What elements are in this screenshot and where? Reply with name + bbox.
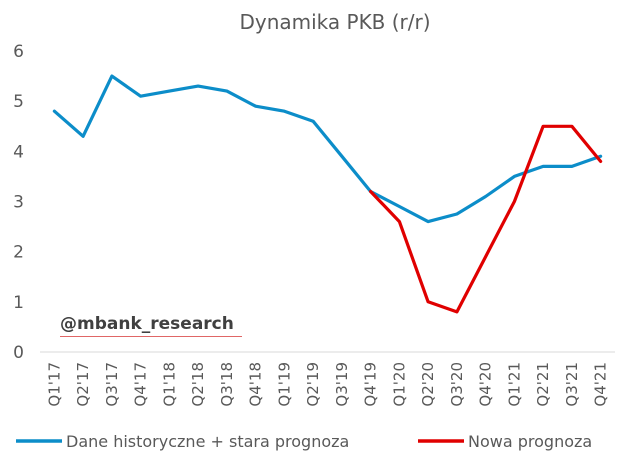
x-tick-label: Q2'18 bbox=[189, 362, 207, 407]
x-tick-label: Q3'18 bbox=[218, 362, 236, 407]
x-tick-label: Q4'17 bbox=[132, 362, 150, 407]
y-tick-label: 2 bbox=[13, 243, 24, 263]
x-tick-label: Q1'19 bbox=[275, 362, 293, 407]
x-tick-label: Q1'18 bbox=[160, 362, 178, 407]
x-tick-label: Q3'19 bbox=[333, 362, 351, 407]
x-tick-label: Q2'19 bbox=[304, 362, 322, 407]
y-tick-label: 5 bbox=[13, 92, 24, 112]
y-tick-label: 6 bbox=[13, 42, 24, 62]
x-tick-label: Q3'20 bbox=[448, 362, 466, 407]
legend-label: Nowa prognoza bbox=[468, 432, 592, 451]
series-layer bbox=[52, 74, 603, 314]
legend-label: Dane historyczne + stara prognoza bbox=[66, 432, 349, 451]
y-tick-label: 1 bbox=[13, 293, 24, 313]
watermark-underline bbox=[60, 336, 242, 337]
series-line-1 bbox=[52, 74, 603, 224]
watermark-text: @mbank_research bbox=[60, 314, 234, 334]
x-tick-label: Q1'17 bbox=[45, 362, 63, 407]
y-tick-label: 0 bbox=[13, 343, 24, 363]
x-tick-label: Q4'20 bbox=[477, 362, 495, 407]
x-tick-label: Q3'17 bbox=[103, 362, 121, 407]
x-tick-label: Q1'21 bbox=[505, 362, 523, 407]
x-tick-label: Q4'18 bbox=[247, 362, 265, 407]
x-tick-label: Q1'20 bbox=[390, 362, 408, 407]
x-tick-label: Q4'21 bbox=[592, 362, 610, 407]
legend: Dane historyczne + stara prognoza Nowa pr… bbox=[16, 432, 592, 451]
chart-title: Dynamika PKB (r/r) bbox=[239, 10, 430, 34]
x-tick-label: Q3'21 bbox=[563, 362, 581, 407]
y-tick-label: 3 bbox=[13, 193, 24, 213]
x-tick-label: Q4'19 bbox=[362, 362, 380, 407]
x-tick-label: Q2'17 bbox=[74, 362, 92, 407]
x-tick-label: Q2'21 bbox=[534, 362, 552, 407]
x-tick-label: Q2'20 bbox=[419, 362, 437, 407]
x-axis: Q1'17 Q2'17 Q3'17 Q4'17 Q1'18 Q2'18 Q3'18 Q4'18… bbox=[40, 351, 615, 407]
y-axis: 0 1 2 3 4 5 6 bbox=[13, 42, 24, 363]
y-tick-label: 4 bbox=[13, 142, 24, 162]
series-line-2 bbox=[369, 124, 603, 314]
